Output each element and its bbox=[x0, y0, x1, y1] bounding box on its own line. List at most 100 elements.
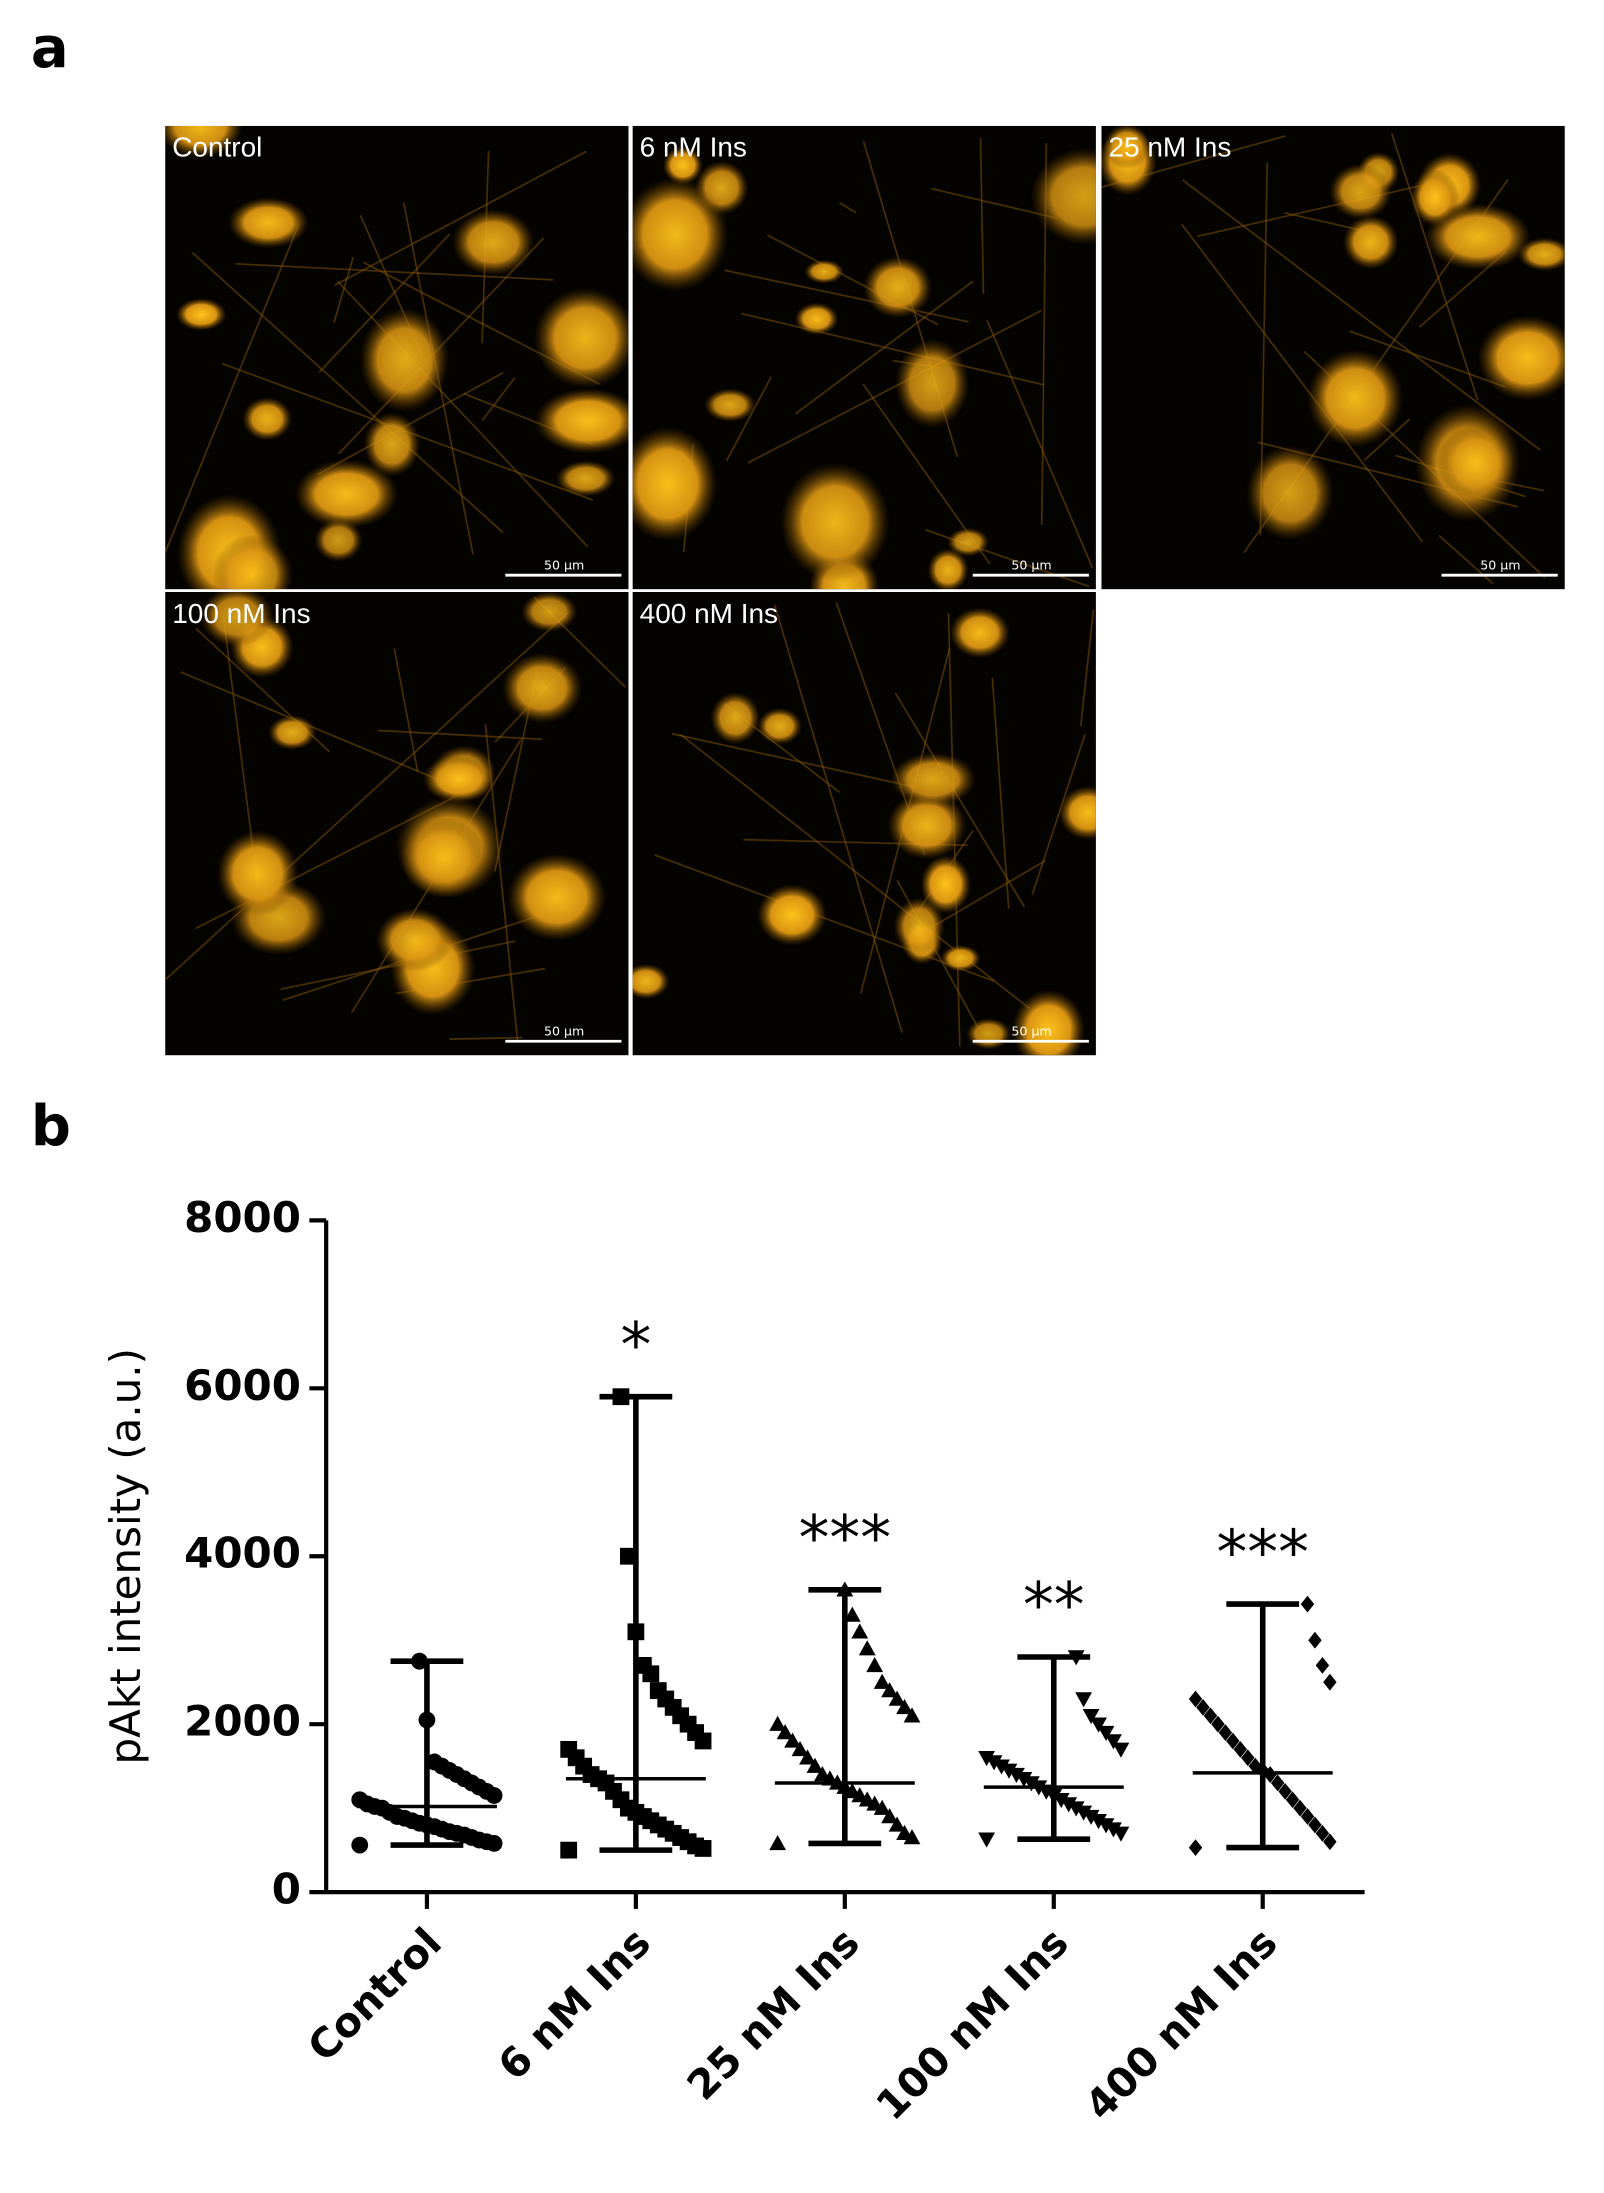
cell bbox=[966, 1018, 1011, 1050]
cell bbox=[1342, 215, 1399, 270]
cell bbox=[422, 755, 496, 803]
cell bbox=[794, 302, 839, 335]
x-tick-label: 6 nM Ins bbox=[489, 1918, 660, 2089]
data-point bbox=[426, 1753, 443, 1771]
process bbox=[1390, 133, 1479, 401]
process bbox=[235, 262, 554, 281]
data-point bbox=[903, 1829, 921, 1845]
y-tick-label: 4000 bbox=[184, 1529, 301, 1578]
cell bbox=[359, 307, 450, 412]
process bbox=[724, 269, 969, 323]
micrograph: 25 nM Ins 50 µm bbox=[1101, 125, 1565, 590]
data-point bbox=[903, 1707, 921, 1723]
data-point bbox=[1112, 1742, 1130, 1758]
cell bbox=[1329, 163, 1392, 220]
cell bbox=[176, 298, 227, 331]
process bbox=[318, 233, 451, 373]
process bbox=[671, 732, 918, 789]
scale-bar-label: 50 µm bbox=[1480, 558, 1520, 573]
data-point bbox=[1211, 1715, 1225, 1733]
significance: *** bbox=[799, 1502, 891, 1574]
data-point bbox=[799, 1749, 816, 1765]
process bbox=[1182, 179, 1541, 451]
group bbox=[769, 1581, 921, 1851]
data-point bbox=[1196, 1698, 1210, 1716]
significance: * bbox=[620, 1309, 651, 1381]
process bbox=[180, 671, 464, 791]
cell bbox=[662, 146, 703, 185]
cell bbox=[710, 691, 760, 745]
group bbox=[560, 1388, 712, 1859]
y-axis-label: pAkt intensity (a.u.) bbox=[101, 1348, 150, 1764]
group bbox=[351, 1652, 503, 1854]
cells bbox=[632, 602, 1096, 1056]
data-point bbox=[1323, 1833, 1337, 1851]
process bbox=[1180, 223, 1424, 543]
cell bbox=[535, 388, 629, 454]
scale-bar-label: 50 µm bbox=[544, 558, 584, 573]
cell bbox=[949, 607, 1010, 659]
process bbox=[333, 257, 354, 323]
micrograph: 100 nM Ins 50 µm bbox=[165, 591, 629, 1056]
cell bbox=[400, 817, 487, 898]
cell bbox=[920, 855, 971, 914]
process bbox=[986, 319, 1094, 569]
micrograph-label: 25 nM Ins bbox=[1108, 132, 1231, 163]
cell bbox=[1058, 785, 1096, 840]
y-tick-label: 8000 bbox=[184, 1193, 301, 1242]
data-point bbox=[866, 1656, 884, 1673]
cell bbox=[780, 462, 890, 582]
cell bbox=[947, 527, 989, 557]
cell bbox=[632, 963, 670, 999]
micrograph: 400 nM Ins 50 µm bbox=[632, 591, 1096, 1056]
cell bbox=[632, 177, 729, 292]
data-point bbox=[858, 1791, 876, 1807]
cell bbox=[200, 591, 274, 648]
cell bbox=[556, 460, 616, 497]
y-tick-label: 6000 bbox=[184, 1361, 301, 1410]
cell bbox=[893, 897, 945, 956]
group bbox=[978, 1650, 1130, 1848]
cell bbox=[242, 397, 292, 441]
process bbox=[725, 376, 772, 462]
cell bbox=[1103, 125, 1150, 169]
scale-bar-label: 50 µm bbox=[1011, 1024, 1051, 1039]
cell bbox=[632, 427, 718, 541]
process bbox=[839, 202, 857, 214]
data-point bbox=[1308, 1816, 1322, 1834]
data-point bbox=[814, 1766, 831, 1782]
data-point bbox=[888, 1690, 906, 1706]
data-point bbox=[1226, 1732, 1240, 1750]
data-point bbox=[634, 1656, 652, 1674]
micrograph: Control 50 µm bbox=[165, 125, 629, 590]
data-point bbox=[620, 1547, 637, 1565]
micrograph-label: 100 nM Ins bbox=[172, 598, 310, 629]
data-point bbox=[1315, 1656, 1330, 1674]
cell bbox=[217, 830, 299, 917]
cell bbox=[890, 752, 976, 807]
data-point bbox=[1188, 1839, 1203, 1857]
cell bbox=[1437, 424, 1515, 503]
cell bbox=[1517, 237, 1565, 271]
significance: ** bbox=[1023, 1569, 1085, 1641]
x-tick-label: 25 nM Ins bbox=[678, 1918, 869, 2109]
x-tick-label: 100 nM Ins bbox=[867, 1918, 1078, 2129]
cell bbox=[165, 125, 243, 158]
panel-letter: b bbox=[31, 1094, 71, 1159]
cell bbox=[376, 908, 453, 972]
process bbox=[794, 280, 974, 415]
cells bbox=[165, 591, 626, 1042]
data-point bbox=[791, 1740, 809, 1757]
cell bbox=[268, 715, 317, 750]
micrograph-label: Control bbox=[172, 132, 262, 163]
cells bbox=[165, 125, 629, 590]
data-point bbox=[1241, 1749, 1255, 1767]
cell bbox=[295, 459, 399, 529]
micrograph: 6 nM Ins 50 µm bbox=[632, 125, 1096, 590]
cell bbox=[1425, 203, 1531, 271]
cell bbox=[704, 388, 756, 422]
data-point bbox=[1203, 1707, 1218, 1725]
cell bbox=[521, 591, 578, 632]
data-point bbox=[1308, 1631, 1322, 1649]
